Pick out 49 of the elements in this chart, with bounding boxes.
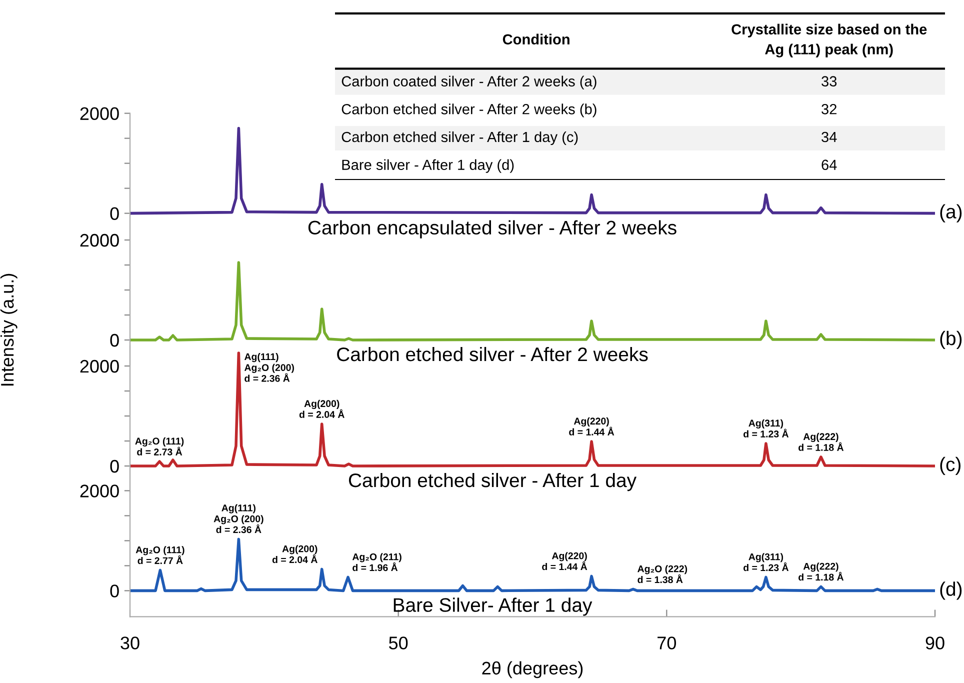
y-tick-label: 2000 <box>80 107 119 120</box>
text: Crystallite size based on the Ag (111) peak (nm) <box>732 24 927 58</box>
annotation: Ag(111) Ag₂O (200) d = 2.36 Å <box>244 353 294 382</box>
annotation: Ag(200) d = 2.04 Å <box>272 545 318 564</box>
text: (d) <box>940 582 962 600</box>
annotation: Ag₂O (111) d = 2.77 Å <box>136 546 184 564</box>
x-tick-label: 50 <box>389 636 408 650</box>
annotation: Ag₂O (211) d = 1.96 Å <box>352 553 402 572</box>
category-label: Carbon etched silver - After 1 day (c) <box>342 131 578 146</box>
y-tick-label: 2000 <box>80 360 119 373</box>
y-axis-title: Intensity (a.u.) <box>0 274 18 386</box>
line-series <box>130 126 935 215</box>
y-tick-label: 0 <box>110 584 119 598</box>
x-axis-title: 2θ (degrees) <box>482 661 583 678</box>
category-label: Bare silver - After 1 day (d) <box>342 159 514 173</box>
text: (c) <box>940 456 960 476</box>
y-tick-label: 0 <box>110 334 119 347</box>
data-label: 64 <box>822 160 837 170</box>
annotation: Ag(222) d = 1.18 Å <box>798 562 844 581</box>
annotation: Ag(222) d = 1.18 Å <box>798 432 844 451</box>
category-label: Carbon etched silver - After 2 weeks (b) <box>342 104 596 118</box>
text: (a) <box>940 204 962 222</box>
y-tick-label: 2000 <box>80 484 119 498</box>
text: (b) <box>940 330 962 350</box>
data-label: 32 <box>822 104 836 114</box>
y-tick-label: 0 <box>110 460 119 473</box>
annotation: Ag(311) d = 1.23 Å <box>744 553 789 572</box>
text: Carbon etched silver - After 1 day <box>348 472 637 492</box>
line-series <box>130 261 935 342</box>
y-tick-label: 0 <box>110 207 119 220</box>
x-tick-label: 30 <box>120 636 140 650</box>
data-label: 34 <box>822 132 837 142</box>
x-tick-label: 70 <box>658 636 676 650</box>
annotation: Ag₂O (111) d = 2.73 Å <box>135 437 184 456</box>
text: Condition <box>502 34 570 45</box>
y-tick-label: 2000 <box>80 234 119 247</box>
annotation: Ag₂O (222) d = 1.38 Å <box>638 565 688 584</box>
annotation: Ag(220) d = 1.44 Å <box>542 552 588 570</box>
annotation: Ag(220) d = 1.44 Å <box>569 417 614 436</box>
data-label: 33 <box>822 76 837 86</box>
annotation: Ag(311) d = 1.23 Å <box>744 419 789 438</box>
annotation: Ag(200) d = 2.04 Å <box>299 400 344 418</box>
line-series <box>130 538 935 592</box>
annotation: Ag(111) Ag₂O (200) d = 2.36 Å <box>214 504 264 534</box>
text: Carbon encapsulated silver - After 2 weeks <box>308 220 676 238</box>
x-tick-label: 90 <box>926 636 944 650</box>
text: Carbon etched silver - After 2 weeks <box>337 346 648 362</box>
category-label: Carbon coated silver - After 2 weeks (a) <box>342 76 596 90</box>
text: Bare Silver- After 1 day <box>394 598 592 616</box>
